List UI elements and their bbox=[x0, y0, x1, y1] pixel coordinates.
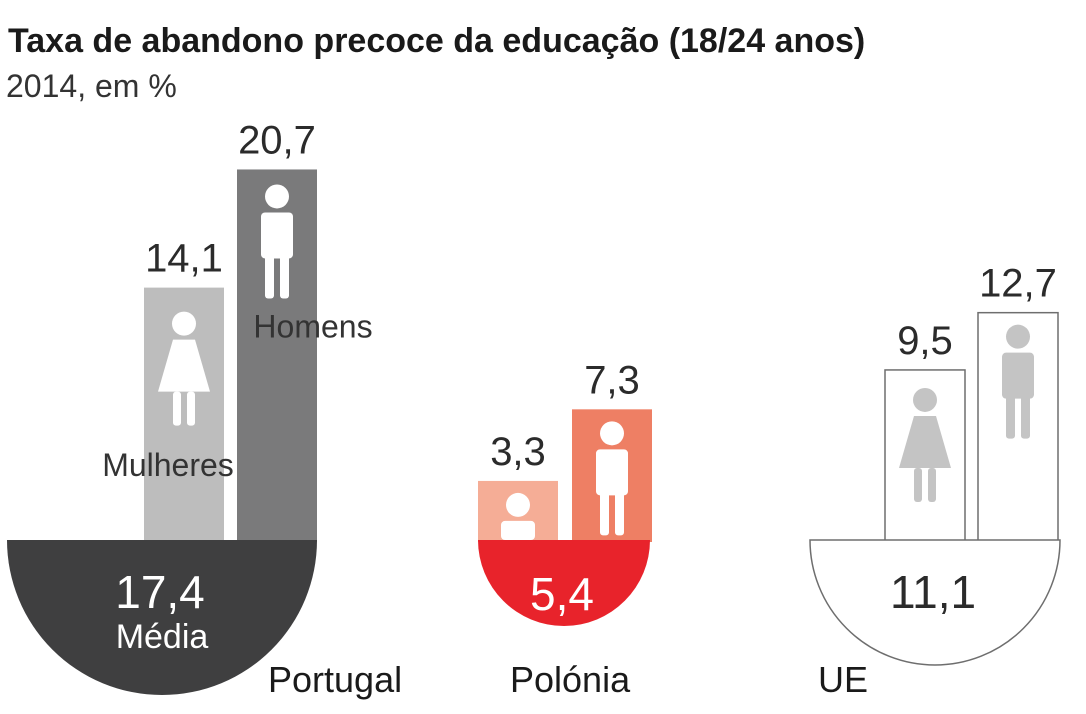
value-label-male-2: 12,7 bbox=[979, 262, 1057, 306]
male-icon-1-leg-right bbox=[615, 491, 624, 536]
male-icon-1-head bbox=[600, 421, 624, 446]
country-label-1: Polónia bbox=[510, 659, 631, 700]
female-icon-0 bbox=[158, 311, 210, 426]
female-icon-2-head bbox=[913, 387, 937, 412]
female-icon-0-leg-left bbox=[173, 391, 181, 426]
male-icon-2 bbox=[1002, 324, 1034, 439]
average-semicircle-0 bbox=[7, 540, 317, 695]
female-icon-2 bbox=[899, 387, 951, 502]
country-label-2: UE bbox=[818, 659, 868, 700]
female-icon-2-dress bbox=[899, 415, 951, 468]
male-icon-2-leg-right bbox=[1021, 394, 1030, 439]
gender-label-male-0: Homens bbox=[253, 308, 372, 344]
male-icon-0-leg-left bbox=[265, 254, 274, 299]
average-label: Média bbox=[116, 618, 209, 656]
average-value-2: 11,1 bbox=[890, 566, 976, 618]
male-icon-1-torso bbox=[596, 449, 628, 496]
female-icon-1 bbox=[501, 492, 535, 540]
male-icon-2-head bbox=[1006, 324, 1030, 349]
average-semicircle-1 bbox=[478, 540, 650, 626]
male-icon-0-torso bbox=[261, 212, 293, 259]
female-icon-2-leg-right bbox=[928, 467, 936, 502]
average-value-0: 17,4 bbox=[115, 566, 205, 618]
chart-subtitle: 2014, em % bbox=[6, 68, 177, 104]
group-2: 9,5 12,7 11,1 UE bbox=[809, 262, 1061, 700]
value-label-female-0: 14,1 bbox=[145, 237, 223, 281]
female-icon-0-leg-right bbox=[187, 391, 195, 426]
male-icon-2-leg-left bbox=[1006, 394, 1015, 439]
male-icon-0-leg-right bbox=[280, 254, 289, 299]
bar-male-2 bbox=[977, 311, 1059, 543]
male-icon-0 bbox=[261, 184, 293, 299]
value-label-female-1: 3,3 bbox=[490, 430, 546, 474]
chart-title: Taxa de abandono precoce da educação (18… bbox=[8, 22, 865, 60]
male-icon-0-head bbox=[265, 184, 289, 209]
female-icon-0-dress bbox=[158, 339, 210, 392]
group-1: 3,3 7,3 5,4 Polónia bbox=[478, 358, 652, 700]
male-icon-2-torso bbox=[1002, 352, 1034, 399]
value-label-male-1: 7,3 bbox=[584, 358, 640, 402]
average-value-1: 5,4 bbox=[530, 568, 594, 620]
gender-label-female-0: Mulheres bbox=[102, 447, 234, 483]
average-semicircle-2 bbox=[809, 539, 1061, 666]
value-label-female-2: 9,5 bbox=[897, 319, 953, 363]
male-icon-1 bbox=[596, 421, 628, 536]
female-icon-body-1 bbox=[501, 520, 535, 540]
country-label-0: Portugal bbox=[268, 659, 402, 700]
female-icon-head-1 bbox=[506, 492, 530, 517]
female-icon-0-head bbox=[172, 311, 196, 336]
value-label-male-0: 20,7 bbox=[238, 118, 316, 162]
female-icon-2-leg-left bbox=[914, 467, 922, 502]
male-icon-1-leg-left bbox=[600, 491, 609, 536]
